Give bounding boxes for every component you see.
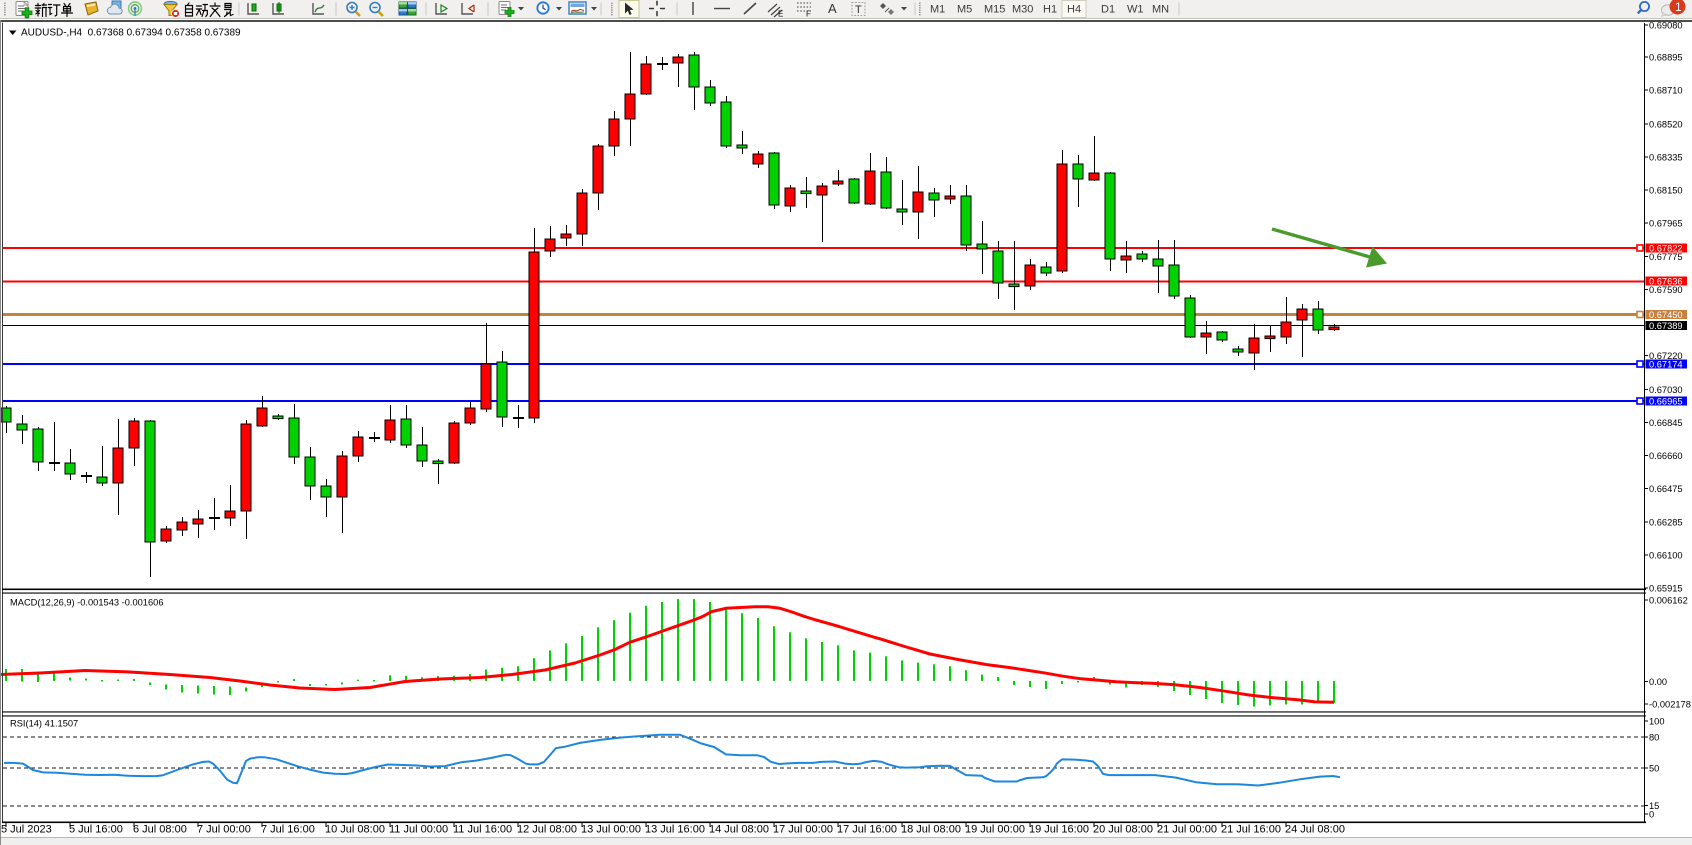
- svg-text:-0.002178: -0.002178: [1649, 699, 1691, 709]
- svg-text:T: T: [855, 4, 862, 16]
- svg-text:5 Jul 16:00: 5 Jul 16:00: [69, 824, 123, 836]
- svg-text:14 Jul 08:00: 14 Jul 08:00: [709, 824, 769, 836]
- svg-text:21 Jul 16:00: 21 Jul 16:00: [1221, 824, 1281, 836]
- svg-text:M5: M5: [957, 4, 972, 16]
- svg-text:0.67636: 0.67636: [1649, 276, 1683, 286]
- svg-text:0.66660: 0.66660: [1649, 451, 1683, 461]
- svg-text:0.67174: 0.67174: [1649, 359, 1683, 369]
- svg-text:11 Jul 00:00: 11 Jul 00:00: [389, 824, 448, 836]
- svg-text:1: 1: [1675, 0, 1682, 14]
- svg-text:80: 80: [1649, 732, 1659, 742]
- svg-text:M30: M30: [1012, 4, 1033, 16]
- svg-text:0.68335: 0.68335: [1649, 152, 1683, 162]
- svg-text:11 Jul 16:00: 11 Jul 16:00: [453, 824, 512, 836]
- svg-text:0.67450: 0.67450: [1649, 310, 1683, 320]
- svg-text:20 Jul 08:00: 20 Jul 08:00: [1093, 824, 1153, 836]
- svg-text:5 Jul 2023: 5 Jul 2023: [1, 824, 52, 836]
- svg-text:0.006162: 0.006162: [1649, 595, 1688, 605]
- svg-text:W1: W1: [1127, 4, 1144, 16]
- svg-text:0.66475: 0.66475: [1649, 484, 1683, 494]
- svg-text:0.68520: 0.68520: [1649, 119, 1683, 129]
- svg-text:H4: H4: [1067, 4, 1081, 16]
- svg-text:0.68895: 0.68895: [1649, 52, 1683, 62]
- svg-text:A: A: [828, 1, 837, 16]
- svg-text:0.67220: 0.67220: [1649, 351, 1683, 361]
- svg-text:D1: D1: [1101, 4, 1115, 16]
- svg-text:50: 50: [1649, 763, 1659, 773]
- svg-text:0.66965: 0.66965: [1649, 396, 1683, 406]
- svg-text:19 Jul 16:00: 19 Jul 16:00: [1029, 824, 1089, 836]
- svg-text:19 Jul 00:00: 19 Jul 00:00: [965, 824, 1025, 836]
- svg-text:0.68150: 0.68150: [1649, 185, 1683, 195]
- svg-text:0.67030: 0.67030: [1649, 385, 1683, 395]
- svg-text:0.66100: 0.66100: [1649, 550, 1683, 560]
- svg-text:E: E: [778, 10, 783, 19]
- svg-text:AUDUSD-,H4 0.67368 0.67394 0.: AUDUSD-,H4 0.67368 0.67394 0.67358 0.673…: [21, 28, 241, 39]
- svg-text:0.69080: 0.69080: [1649, 20, 1683, 30]
- svg-text:M15: M15: [984, 4, 1005, 16]
- svg-text:13 Jul 16:00: 13 Jul 16:00: [645, 824, 705, 836]
- svg-text:F: F: [806, 10, 811, 19]
- svg-text:21 Jul 00:00: 21 Jul 00:00: [1157, 824, 1217, 836]
- svg-text:0.67965: 0.67965: [1649, 218, 1683, 228]
- svg-text:0: 0: [1649, 809, 1654, 819]
- svg-text:17 Jul 00:00: 17 Jul 00:00: [773, 824, 833, 836]
- svg-text:100: 100: [1649, 716, 1665, 726]
- svg-text:0.68710: 0.68710: [1649, 85, 1683, 95]
- svg-text:13 Jul 00:00: 13 Jul 00:00: [581, 824, 641, 836]
- svg-text:7 Jul 16:00: 7 Jul 16:00: [261, 824, 315, 836]
- svg-text:0.00: 0.00: [1649, 677, 1667, 687]
- svg-text:0.67822: 0.67822: [1649, 243, 1683, 253]
- svg-text:0.65915: 0.65915: [1649, 583, 1683, 593]
- svg-text:15: 15: [1649, 801, 1659, 811]
- svg-text:H1: H1: [1043, 4, 1057, 16]
- svg-text:10 Jul 08:00: 10 Jul 08:00: [325, 824, 385, 836]
- svg-text:24 Jul 08:00: 24 Jul 08:00: [1285, 824, 1345, 836]
- svg-text:RSI(14) 41.1507: RSI(14) 41.1507: [10, 719, 78, 729]
- svg-text:0.67775: 0.67775: [1649, 252, 1683, 262]
- svg-text:6 Jul 08:00: 6 Jul 08:00: [133, 824, 187, 836]
- svg-text:0.67590: 0.67590: [1649, 285, 1683, 295]
- svg-text:MN: MN: [1152, 4, 1169, 16]
- svg-text:0.66845: 0.66845: [1649, 418, 1683, 428]
- svg-text:MACD(12,26,9) -0.001543 -0.001: MACD(12,26,9) -0.001543 -0.001606: [10, 598, 164, 608]
- svg-text:0.66285: 0.66285: [1649, 517, 1683, 527]
- svg-text:17 Jul 16:00: 17 Jul 16:00: [837, 824, 897, 836]
- svg-text:7 Jul 00:00: 7 Jul 00:00: [197, 824, 251, 836]
- svg-text:0.67389: 0.67389: [1649, 321, 1683, 331]
- svg-text:18 Jul 08:00: 18 Jul 08:00: [901, 824, 961, 836]
- svg-text:M1: M1: [930, 4, 945, 16]
- svg-text:12 Jul 08:00: 12 Jul 08:00: [517, 824, 577, 836]
